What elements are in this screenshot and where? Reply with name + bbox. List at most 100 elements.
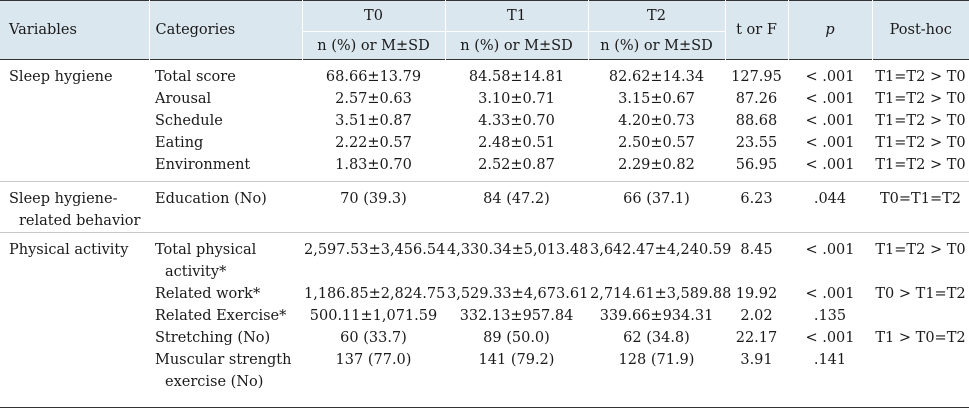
- category-label-line2: exercise (No): [165, 374, 264, 390]
- category-label: Stretching (No): [155, 330, 271, 346]
- t1-value: 89 (50.0): [483, 330, 550, 346]
- posthoc-value: T1=T2 > T0: [872, 232, 969, 283]
- p-value: .141: [813, 352, 847, 368]
- t1-value: 4.33±0.70: [478, 113, 555, 129]
- posthoc-value: [872, 305, 969, 327]
- category-label: Related Exercise*: [155, 308, 287, 324]
- t0-value: 3.51±0.87: [335, 113, 412, 129]
- p-value: < .001: [805, 91, 855, 107]
- tf-value: 127.95: [731, 69, 782, 85]
- t2-value: 3.15±0.67: [618, 91, 695, 107]
- category-label: Arousal: [155, 91, 212, 107]
- t1-value: 3.10±0.71: [478, 91, 555, 107]
- tf-value: 87.26: [735, 91, 778, 107]
- t0-value: 60 (33.7): [340, 330, 407, 346]
- table-bottom-rule: [0, 407, 969, 408]
- table-row: Stretching (No) 60 (33.7) 89 (50.0) 62 (…: [0, 327, 969, 349]
- p-value: < .001: [805, 157, 855, 173]
- table-row: Schedule 3.51±0.87 4.33±0.70 4.20±0.73 8…: [0, 110, 969, 132]
- tf-value: 19.92: [735, 286, 778, 302]
- t2-value: 3,642.47±4,240.59: [588, 232, 731, 283]
- category-label: Schedule: [155, 113, 223, 129]
- p-value: < .001: [788, 232, 872, 283]
- header-t2: T2: [588, 0, 726, 32]
- posthoc-value: T0=T1=T2: [872, 181, 969, 233]
- table-row: Related Exercise* 500.11±1,071.59 332.13…: [0, 305, 969, 327]
- tf-value: 88.68: [735, 113, 778, 129]
- section-sleep-hygiene-related-behavior: Sleep hygiene- related behavior Educatio…: [0, 181, 969, 233]
- variable-label-line1: Sleep hygiene-: [9, 191, 118, 207]
- t0-value: 500.11±1,071.59: [309, 308, 438, 324]
- header-t2-sub: n (%) or M±SD: [588, 31, 726, 60]
- tf-value: 56.95: [735, 157, 778, 173]
- table-row: Physical activity Total physical activit…: [0, 232, 969, 283]
- tf-value: 23.55: [735, 135, 778, 151]
- header-variables: Variables: [0, 0, 150, 60]
- t0-value: 2.57±0.63: [335, 91, 412, 107]
- t1-value: 84 (47.2): [445, 181, 588, 233]
- t1-value: 2.52±0.87: [478, 157, 555, 173]
- category-label-line2: activity*: [165, 264, 227, 280]
- p-value: .135: [813, 308, 847, 324]
- category-label: Environment: [155, 157, 251, 173]
- t2-value: 2.29±0.82: [618, 157, 695, 173]
- category-label: Related work*: [155, 286, 261, 302]
- variable-label: Sleep hygiene- related behavior: [0, 181, 149, 233]
- category-label: Muscular strength exercise (No): [149, 349, 302, 398]
- p-value: < .001: [805, 113, 855, 129]
- posthoc-value: T1=T2 > T0: [875, 113, 966, 129]
- category-label: Education (No): [149, 181, 302, 233]
- header-p: p: [788, 0, 873, 60]
- t0-value: 1,186.85±2,824.75: [304, 286, 446, 302]
- t0-value: 2,597.53±3,456.54: [302, 232, 445, 283]
- header-t1: T1: [445, 0, 589, 32]
- p-value: < .001: [805, 135, 855, 151]
- posthoc-value: T1=T2 > T0: [875, 69, 966, 85]
- results-table: Variables Categories T0 T1 T2 t or F p P…: [0, 0, 969, 399]
- header-t0-sub: n (%) or M±SD: [302, 31, 446, 60]
- variable-label: Sleep hygiene: [9, 69, 113, 85]
- header-categories: Categories: [149, 0, 303, 60]
- t2-value: 4.20±0.73: [618, 113, 695, 129]
- posthoc-value: T0 > T1=T2: [875, 286, 966, 302]
- t1-value: 3,529.33±4,673.61: [447, 286, 589, 302]
- t0-value: 68.66±13.79: [325, 69, 422, 85]
- section-sleep-hygiene: Sleep hygiene Total score 68.66±13.79 84…: [0, 60, 969, 182]
- t1-value: 332.13±957.84: [459, 308, 574, 324]
- t0-value: 2.22±0.57: [335, 135, 412, 151]
- t2-value: 339.66±934.31: [599, 308, 714, 324]
- category-label-line1: Total physical: [155, 242, 257, 258]
- tf-value: 2.02: [740, 308, 773, 324]
- t0-value: 70 (39.3): [302, 181, 445, 233]
- category-label: Total physical activity*: [149, 232, 302, 283]
- t2-value: 128 (71.9): [618, 352, 695, 368]
- variable-label: Physical activity: [0, 232, 149, 283]
- table-header: Variables Categories T0 T1 T2 t or F p P…: [0, 0, 969, 60]
- p-value: < .001: [805, 69, 855, 85]
- table-row: Sleep hygiene Total score 68.66±13.79 84…: [0, 60, 969, 89]
- tf-value: 6.23: [725, 181, 788, 233]
- posthoc-value: [872, 349, 969, 398]
- posthoc-value: T1 > T0=T2: [875, 330, 966, 346]
- category-label: Total score: [155, 69, 236, 85]
- t1-value: 2.48±0.51: [478, 135, 555, 151]
- table-row: Environment 1.83±0.70 2.52±0.87 2.29±0.8…: [0, 154, 969, 182]
- header-t1-sub: n (%) or M±SD: [445, 31, 589, 60]
- table-row: Sleep hygiene- related behavior Educatio…: [0, 181, 969, 233]
- p-value: .044: [788, 181, 872, 233]
- section-physical-activity: Physical activity Total physical activit…: [0, 232, 969, 399]
- header-t0: T0: [302, 0, 446, 32]
- t1-value: 141 (79.2): [478, 352, 555, 368]
- t1-value: 84.58±14.81: [468, 69, 565, 85]
- posthoc-value: T1=T2 > T0: [875, 157, 966, 173]
- table-row: Related work* 1,186.85±2,824.75 3,529.33…: [0, 283, 969, 305]
- t0-value: 1.83±0.70: [335, 157, 412, 173]
- posthoc-value: T1=T2 > T0: [875, 135, 966, 151]
- table-row: Muscular strength exercise (No) 137 (77.…: [0, 349, 969, 398]
- p-value: < .001: [805, 330, 855, 346]
- category-label: Eating: [155, 135, 204, 151]
- variable-label-line2: related behavior: [19, 213, 141, 229]
- category-label-line1: Muscular strength: [155, 352, 292, 368]
- header-posthoc: Post-hoc: [872, 0, 969, 60]
- header-t-or-f: t or F: [725, 0, 789, 60]
